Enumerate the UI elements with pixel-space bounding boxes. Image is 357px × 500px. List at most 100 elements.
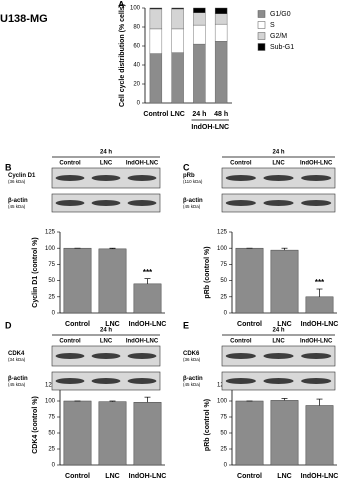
lane-label: LNC — [272, 339, 285, 345]
bar-segment — [214, 23, 228, 42]
x-tick-label: Control — [237, 473, 262, 480]
y-tick-label: 75 — [48, 262, 55, 268]
y-axis-label: CDK4 (control %) — [32, 396, 39, 454]
blot-time: 24 h — [100, 150, 112, 156]
legend-label: Sub-G1 — [270, 44, 294, 51]
y-axis-label: Cyclin D1 (control %) — [32, 237, 39, 307]
bar-segment — [149, 28, 163, 54]
blot-size: (45 kDa) — [183, 204, 201, 209]
blot-band — [263, 353, 294, 359]
bar — [305, 296, 334, 314]
x-tick-label: LNC — [105, 473, 119, 480]
lane-label: Control — [230, 161, 252, 167]
lane-label: LNC — [100, 339, 113, 345]
y-tick-label: 100 — [217, 246, 228, 252]
bar-segment — [171, 28, 184, 53]
bar — [98, 248, 127, 314]
x-tick-label: Control — [237, 321, 262, 328]
significance: *** — [315, 278, 325, 287]
lane-label: IndOH-LNC — [300, 161, 333, 167]
lane-label: Control — [59, 161, 81, 167]
y-tick-label: 75 — [48, 415, 55, 421]
x-tick-label: LNC — [277, 321, 291, 328]
y-tick-label: 50 — [48, 278, 55, 284]
blot-protein: β-actin — [8, 376, 28, 382]
legend-label: G2/M — [270, 33, 287, 40]
blot-size: (45 kDa) — [8, 382, 26, 387]
bar — [235, 247, 264, 314]
bar — [63, 247, 92, 314]
blot-time: 24 h — [100, 328, 112, 334]
figure-label: U138-MG — [0, 13, 48, 25]
y-tick-label: 125 — [45, 383, 56, 389]
blot-band — [55, 353, 85, 359]
y-tick-label: 0 — [137, 101, 141, 107]
y-tick-label: 100 — [45, 246, 56, 252]
legend-swatch — [257, 21, 266, 29]
y-tick-label: 50 — [220, 278, 227, 284]
blot-band — [263, 175, 294, 181]
y-tick-label: 60 — [133, 44, 140, 50]
blot-band — [127, 200, 157, 206]
y-tick-label: 25 — [220, 294, 227, 300]
bar-segment — [149, 8, 163, 30]
y-tick-label: 40 — [133, 63, 140, 69]
legend-swatch — [257, 32, 266, 40]
blot-protein: β-actin — [8, 198, 28, 204]
blot-band — [91, 353, 121, 359]
legend-label: G1/G0 — [270, 11, 291, 18]
y-tick-label: 125 — [45, 230, 56, 236]
y-tick-label: 75 — [220, 262, 227, 268]
y-tick-label: 100 — [217, 399, 228, 405]
bar-segment — [149, 7, 163, 10]
panel-letter: B — [5, 162, 12, 172]
panel-letter: A — [118, 0, 125, 9]
x-tick-label: LNC — [170, 111, 184, 118]
blot-size: (34 kDa) — [8, 357, 26, 362]
lane-label: IndOH-LNC — [126, 339, 159, 345]
bar-segment — [214, 13, 228, 25]
bar-segment — [193, 7, 206, 13]
blot-band — [55, 378, 85, 384]
y-tick-label: 25 — [48, 447, 55, 453]
blot-protein: CDK4 — [8, 351, 25, 357]
blot-band — [301, 175, 332, 181]
bar-segment — [149, 53, 163, 104]
bar — [270, 249, 299, 314]
y-tick-label: 0 — [224, 311, 228, 317]
bar — [98, 401, 127, 466]
panel-letter: C — [183, 162, 190, 172]
legend-label: S — [270, 22, 275, 29]
bar — [270, 400, 299, 466]
y-axis-label: Cell cycle distribution (% cells) — [119, 4, 126, 107]
y-tick-label: 80 — [133, 25, 140, 31]
blot-band — [55, 200, 85, 206]
group-label: IndOH-LNC — [191, 124, 229, 131]
legend-swatch — [257, 43, 266, 51]
y-tick-label: 75 — [220, 415, 227, 421]
bar — [133, 402, 162, 466]
x-tick-label: IndOH-LNC — [301, 473, 339, 480]
blot-band — [263, 200, 294, 206]
bar — [63, 400, 92, 466]
blot-band — [301, 378, 332, 384]
bar-segment — [171, 8, 184, 30]
y-tick-label: 125 — [217, 230, 228, 236]
bar-segment — [193, 24, 206, 45]
y-tick-label: 100 — [130, 6, 141, 12]
blot-band — [225, 378, 256, 384]
y-axis-label: pRb (control %) — [204, 246, 211, 298]
x-tick-label: 48 h — [214, 111, 228, 118]
blot-protein: β-actin — [183, 376, 203, 382]
y-tick-label: 0 — [224, 463, 228, 469]
blot-size: (110 kDa) — [183, 179, 203, 184]
x-tick-label: Control — [65, 321, 90, 328]
blot-band — [225, 353, 256, 359]
blot-size: (36 kDa) — [8, 179, 26, 184]
lane-label: Control — [230, 339, 252, 345]
legend-swatch — [257, 10, 266, 18]
lane-label: IndOH-LNC — [300, 339, 333, 345]
x-tick-label: IndOH-LNC — [129, 473, 167, 480]
blot-band — [55, 175, 85, 181]
